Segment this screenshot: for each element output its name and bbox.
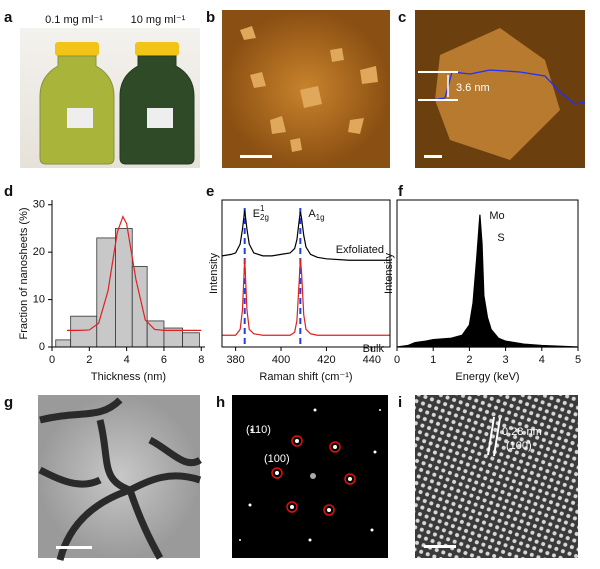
x-tick-label: 380 — [226, 354, 244, 366]
x-tick-label: 2 — [86, 354, 92, 366]
flake — [435, 28, 560, 160]
x-tick-label: 3 — [503, 354, 509, 366]
panel-label: b — [206, 9, 215, 26]
x-axis-label: Energy (keV) — [455, 371, 519, 383]
bottle-cap — [55, 42, 99, 56]
panel-label: f — [398, 183, 404, 200]
bar — [131, 265, 148, 348]
scale-bar — [424, 545, 456, 548]
x-tick-label: 440 — [363, 354, 381, 366]
panel-label: c — [398, 9, 406, 26]
y-axis-label: Fraction of nanosheets (%) — [18, 207, 30, 339]
lattice-line — [493, 417, 501, 457]
bar — [55, 339, 72, 348]
peak-label-base: E — [253, 208, 260, 220]
y-tick-label: 20 — [33, 246, 45, 258]
x-tick-label: 1 — [430, 354, 436, 366]
y-tick-label: 10 — [33, 293, 45, 305]
series-label: Exfoliated — [336, 244, 384, 256]
fit-line — [66, 215, 202, 332]
plot-frame — [396, 199, 579, 348]
x-tick-label: 4 — [539, 354, 545, 366]
peak-annotation: S — [497, 232, 504, 244]
highlight-circles — [271, 435, 356, 516]
peak-annotation: Mo — [489, 210, 504, 222]
panel-label: d — [4, 183, 13, 200]
series-line — [221, 210, 390, 261]
x-tick-label: 4 — [124, 354, 130, 366]
y-tick-label: 30 — [33, 199, 45, 211]
bottle-cap — [135, 42, 179, 56]
x-tick-label: 0 — [49, 354, 55, 366]
hrtem-image — [415, 395, 578, 558]
x-tick-label: 2 — [466, 354, 472, 366]
index-label: (100) — [264, 453, 290, 465]
panel-label: e — [206, 183, 214, 200]
peak-label-sub: 1g — [316, 213, 325, 222]
y-tick-label: 0 — [39, 341, 45, 353]
x-tick-label: 420 — [317, 354, 335, 366]
concentration-label: 10 mg ml⁻¹ — [131, 14, 186, 26]
peak-label: A1g — [308, 208, 324, 222]
x-tick-label: 5 — [575, 354, 581, 366]
flakes — [240, 26, 378, 152]
lattice-line — [487, 416, 495, 456]
diffraction-image — [232, 395, 388, 558]
network — [38, 397, 202, 561]
plane-label: (100) — [506, 440, 532, 452]
panel-label: a — [4, 9, 13, 26]
spots — [239, 408, 381, 542]
series-label: Bulk — [363, 343, 385, 355]
bar — [96, 237, 116, 348]
bar — [115, 228, 133, 348]
peak-label: E2g1 — [253, 204, 269, 222]
bottle-label — [147, 108, 173, 128]
scale-bar — [56, 546, 92, 549]
x-tick-label: 8 — [198, 354, 204, 366]
panel-label: i — [398, 394, 402, 411]
bar — [182, 332, 200, 348]
bottle-label — [67, 108, 93, 128]
x-tick-label: 400 — [272, 354, 290, 366]
spacing-label: 0.28 nm — [502, 426, 542, 438]
x-tick-label: 0 — [394, 354, 400, 366]
peak-label-base: A — [308, 208, 316, 220]
concentration-label: 0.1 mg ml⁻¹ — [45, 14, 103, 26]
peak-label-sup: 1 — [260, 204, 265, 213]
plot-frame — [221, 199, 391, 348]
index-label: (110) — [246, 424, 271, 436]
scale-bar — [240, 155, 272, 158]
bar — [70, 315, 98, 348]
x-tick-label: 6 — [161, 354, 167, 366]
panel-label: g — [4, 394, 13, 411]
x-axis-label: Thickness (nm) — [91, 371, 166, 383]
y-axis-label: Intensity — [383, 253, 395, 294]
y-axis-label: Intensity — [208, 253, 220, 294]
height-label: 3.6 nm — [456, 82, 490, 94]
panel-label: h — [216, 394, 225, 411]
series-line — [222, 258, 390, 336]
peak-label-sub: 2g — [260, 213, 269, 222]
scale-bar — [424, 155, 442, 158]
x-axis-label: Raman shift (cm⁻¹) — [259, 371, 352, 383]
area — [396, 214, 579, 348]
